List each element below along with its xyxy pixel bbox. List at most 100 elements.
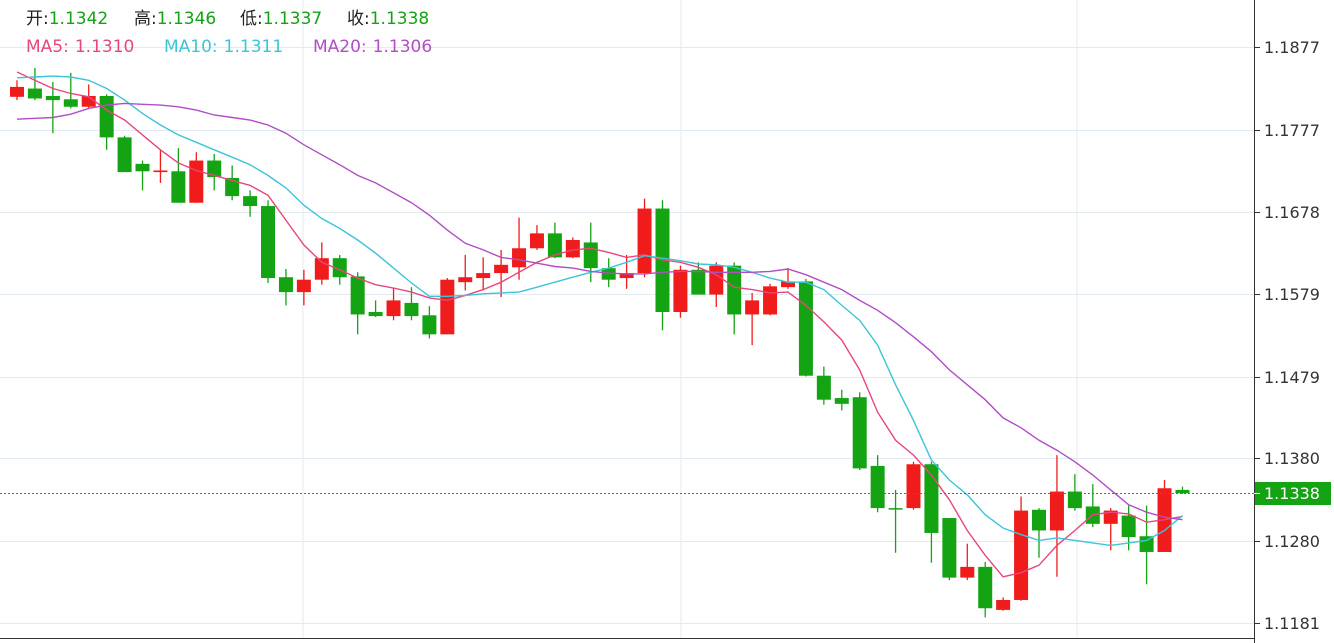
ohlc-value: 1.1338: [370, 9, 429, 29]
ma-line: [16, 102, 1183, 521]
candle-body: [745, 300, 760, 315]
candle-body: [350, 276, 365, 315]
ohlc-info: 收:1.1338: [347, 9, 429, 29]
candle-body: [458, 277, 473, 283]
ohlc-label: 开:: [26, 9, 49, 29]
candle-body: [942, 518, 957, 578]
grid: [302, 0, 1078, 638]
legend-value: 1.1310: [75, 37, 134, 57]
ma-line: [16, 75, 1183, 547]
legend-name: MA5:: [26, 37, 69, 57]
header: 开:1.1342 高:1.1346 低:1.1337 收:1.1338 MA5: 1.13…: [26, 9, 432, 57]
ohlc-value: 1.1342: [49, 9, 108, 29]
candle-body: [1121, 515, 1136, 538]
ohlc-label: 收:: [347, 9, 370, 29]
candle-body: [691, 269, 706, 295]
candle-body: [296, 279, 311, 293]
candle-body: [1103, 510, 1118, 524]
candle-body: [494, 264, 509, 274]
candle-body: [440, 279, 455, 335]
candle-body: [637, 208, 652, 274]
candle-body: [924, 464, 939, 533]
y-tick-label: 1.1579: [1264, 285, 1320, 304]
y-tick-label: 1.1479: [1264, 368, 1320, 387]
y-tick-label: 1.1777: [1264, 121, 1320, 140]
candle-body: [422, 315, 437, 335]
candle-body: [27, 88, 42, 99]
ohlc-label: 低:: [240, 9, 263, 29]
candle-body: [1014, 510, 1029, 600]
candle-body: [386, 300, 401, 317]
ohlc-value: 1.1346: [157, 9, 216, 29]
current-price-box: [1255, 482, 1331, 505]
candle-body: [673, 269, 688, 312]
ohlc-label: 高:: [134, 9, 157, 29]
ohlc-info: 开:1.1342: [26, 9, 108, 29]
candle-body: [99, 95, 114, 138]
candle-body: [512, 248, 527, 268]
candle-body: [189, 160, 204, 203]
candle-body: [278, 277, 293, 293]
candle-body: [207, 160, 222, 178]
candle-body: [888, 508, 903, 510]
legend-value: 1.1311: [224, 37, 283, 57]
candle-body: [583, 242, 598, 269]
candle-body: [1175, 489, 1190, 494]
legend-entry: MA10: 1.1311: [164, 37, 283, 57]
candle-body: [1049, 491, 1064, 531]
ohlc-info: 高:1.1346: [134, 9, 216, 29]
y-tick-label: 1.1877: [1264, 38, 1320, 57]
candle-body: [798, 281, 813, 376]
candle-body: [10, 86, 24, 97]
ohlc-info: 低:1.1337: [240, 9, 322, 29]
candle-body: [816, 375, 831, 400]
candle-body: [960, 566, 975, 578]
y-tick-label: 1.1380: [1264, 449, 1320, 468]
candle-body: [225, 177, 240, 197]
legend-entry: MA20: 1.1306: [313, 37, 432, 57]
plot: [0, 47, 1254, 624]
candle-body: [1032, 509, 1047, 531]
candle-body: [476, 273, 491, 279]
candle-body: [870, 465, 885, 509]
candle-body: [404, 302, 419, 317]
candle-body: [368, 311, 383, 317]
candle-body: [834, 398, 849, 404]
candle-body: [906, 464, 921, 509]
y-tick-label: 1.1678: [1264, 203, 1320, 222]
candle-body: [117, 137, 132, 173]
candle-body: [45, 95, 60, 101]
candle-body: [763, 286, 778, 315]
candle-body: [619, 273, 634, 279]
candle-body: [996, 599, 1011, 610]
legend-name: MA20:: [313, 37, 367, 57]
candle-body: [601, 268, 616, 280]
candle-body: [243, 196, 258, 207]
legend-name: MA10:: [164, 37, 218, 57]
candle-body: [709, 265, 724, 295]
candle-body: [1067, 491, 1082, 509]
candle-body: [63, 99, 78, 107]
candle-body: [852, 397, 867, 469]
legend-value: 1.1306: [373, 37, 432, 57]
y-tick-label: 1.1280: [1264, 532, 1320, 551]
candle-body: [81, 95, 96, 107]
candle-body: [153, 170, 168, 173]
y-tick-label: 1.1181: [1264, 614, 1320, 633]
candle-body: [547, 233, 562, 258]
candle-body: [565, 239, 580, 258]
candle-body: [978, 566, 993, 609]
candle-body: [780, 281, 795, 288]
ma-line: [16, 71, 1183, 578]
legend-entry: MA5: 1.1310: [26, 37, 134, 57]
candle-body: [1139, 536, 1154, 552]
candle-body: [529, 233, 544, 249]
current-price-label: 1.1338: [1264, 484, 1320, 503]
candle-body: [727, 265, 742, 315]
candle-body: [332, 258, 347, 278]
candle-body: [171, 171, 186, 203]
ohlc-value: 1.1337: [263, 9, 322, 29]
candle-body: [261, 206, 276, 279]
